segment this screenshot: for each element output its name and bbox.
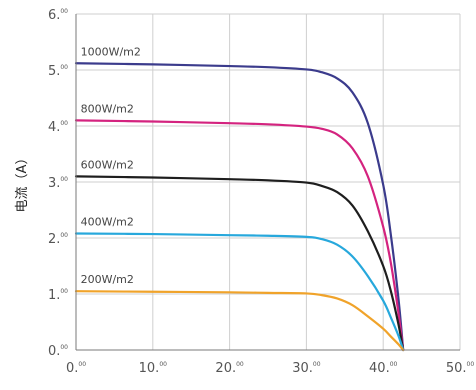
series-label: 400W/m2 bbox=[81, 216, 134, 229]
y-tick-label: 5.00 bbox=[48, 64, 68, 79]
series-line bbox=[74, 232, 405, 352]
y-tick-label: 6.00 bbox=[48, 8, 68, 23]
series-line bbox=[74, 175, 405, 352]
series-lines bbox=[74, 62, 405, 352]
series-label: 200W/m2 bbox=[81, 273, 134, 286]
series-label: 1000W/m2 bbox=[81, 45, 141, 58]
series-label: 600W/m2 bbox=[81, 158, 134, 171]
y-axis-label: 电流（A） bbox=[15, 152, 30, 213]
series-line bbox=[74, 62, 405, 352]
x-tick-label: 10.00 bbox=[139, 361, 168, 376]
tick-labels: 0.00 10.00 20.00 30.00 40.00 50.00 0.00 1.00 2.0… bbox=[48, 8, 474, 376]
y-tick-label: 2.00 bbox=[48, 232, 68, 247]
series-line bbox=[74, 119, 405, 352]
series-label: 800W/m2 bbox=[81, 102, 134, 115]
x-tick-label: 40.00 bbox=[369, 361, 398, 376]
x-tick-label: 20.00 bbox=[215, 361, 244, 376]
y-tick-label: 3.00 bbox=[48, 176, 68, 191]
x-tick-label: 0.00 bbox=[66, 361, 86, 376]
x-tick-label: 50.00 bbox=[446, 361, 475, 376]
y-tick-label: 1.00 bbox=[48, 288, 68, 303]
y-tick-label: 4.00 bbox=[48, 120, 68, 135]
x-tick-label: 30.00 bbox=[292, 361, 321, 376]
y-tick-label: 0.00 bbox=[48, 344, 68, 359]
series-labels: 1000W/m2 800W/m2 600W/m2 400W/m2 200W/m2 bbox=[81, 45, 141, 286]
series-line bbox=[74, 290, 405, 352]
axes bbox=[75, 14, 460, 351]
